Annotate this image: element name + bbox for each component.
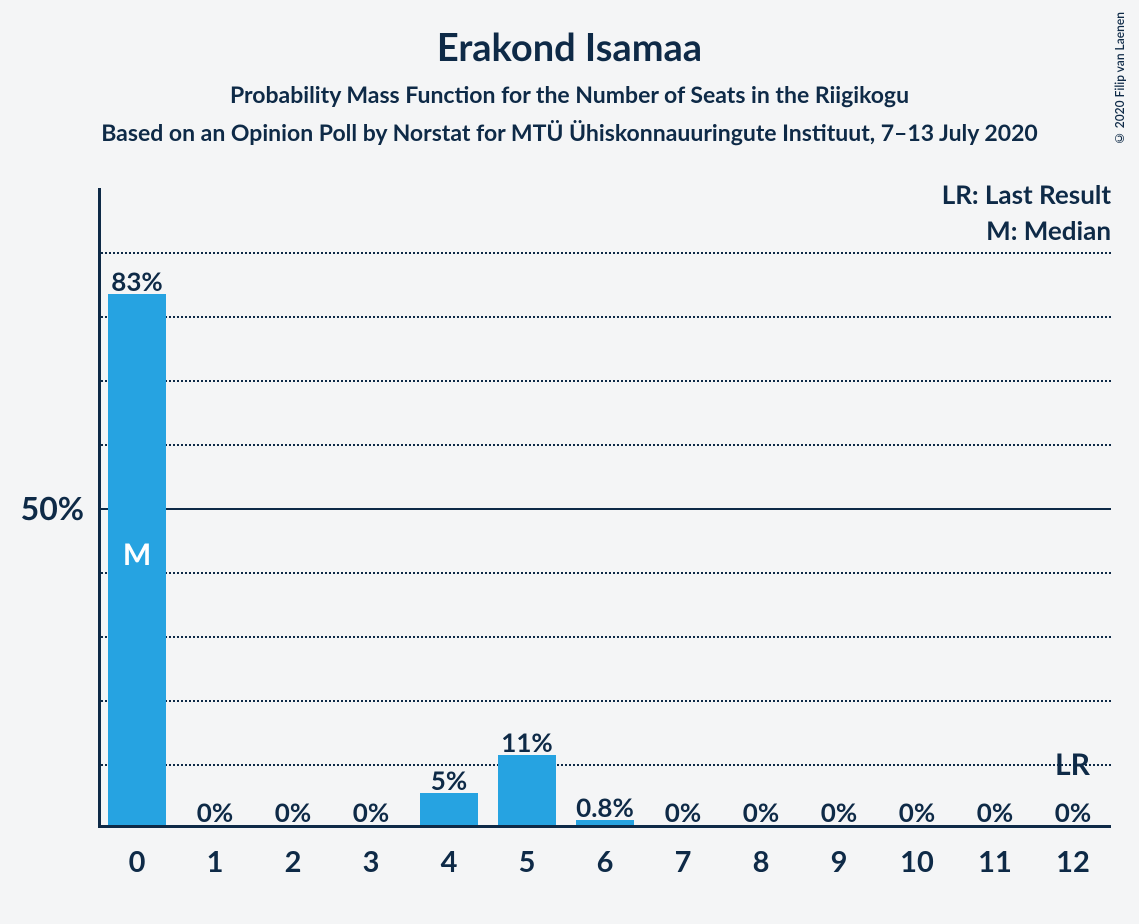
gridline xyxy=(101,636,1111,638)
bar-value-label: 0.8% xyxy=(576,791,634,823)
bar-value-label: 0% xyxy=(743,796,779,828)
x-axis-label: 2 xyxy=(285,844,302,879)
bar-value-label: 83% xyxy=(111,265,162,297)
x-axis-label: 10 xyxy=(900,844,934,879)
bar-value-label: 0% xyxy=(665,796,701,828)
bar xyxy=(498,755,556,825)
legend-lr: LR: Last Result xyxy=(942,178,1111,210)
x-axis-label: 6 xyxy=(597,844,614,879)
bar-value-label: 0% xyxy=(353,796,389,828)
x-axis-label: 1 xyxy=(207,844,224,879)
bar xyxy=(420,793,478,825)
plot-area: M 83%0%0%0%5%11%0.8%0%0%0%0%0%0%LR 01234… xyxy=(98,188,1111,828)
gridline xyxy=(101,444,1111,446)
bar-value-label: 0% xyxy=(275,796,311,828)
x-axis-label: 7 xyxy=(675,844,692,879)
gridline xyxy=(101,380,1111,382)
lr-marker: LR xyxy=(1055,746,1090,782)
bar-value-label: 0% xyxy=(821,796,857,828)
bar-value-label: 0% xyxy=(899,796,935,828)
gridline-major xyxy=(101,508,1111,510)
y-axis-label-50: 50% xyxy=(8,488,84,527)
x-axis-label: 8 xyxy=(753,844,770,879)
x-axis xyxy=(98,825,1111,828)
chart-container: Erakond Isamaa Probability Mass Function… xyxy=(0,0,1139,924)
gridline xyxy=(101,764,1111,766)
chart-subtitle-1: Probability Mass Function for the Number… xyxy=(0,80,1139,108)
bar-value-label: 11% xyxy=(501,726,552,758)
bar-value-label: 0% xyxy=(1055,796,1091,828)
x-axis-label: 0 xyxy=(129,844,146,879)
x-axis-label: 12 xyxy=(1056,844,1090,879)
gridline xyxy=(101,700,1111,702)
legend-m: M: Median xyxy=(986,214,1111,246)
median-marker: M xyxy=(123,536,151,572)
copyright-text: © 2020 Filip van Laenen xyxy=(1112,12,1127,146)
bar-value-label: 0% xyxy=(197,796,233,828)
x-axis-label: 5 xyxy=(519,844,536,879)
gridline xyxy=(101,316,1111,318)
gridline xyxy=(101,252,1111,254)
x-axis-label: 3 xyxy=(363,844,380,879)
x-axis-label: 9 xyxy=(831,844,848,879)
x-axis-label: 11 xyxy=(978,844,1012,879)
bar-value-label: 5% xyxy=(431,764,467,796)
bar-value-label: 0% xyxy=(977,796,1013,828)
chart-title: Erakond Isamaa xyxy=(0,24,1139,70)
chart-subtitle-2: Based on an Opinion Poll by Norstat for … xyxy=(0,118,1139,146)
x-axis-label: 4 xyxy=(441,844,458,879)
gridline xyxy=(101,572,1111,574)
